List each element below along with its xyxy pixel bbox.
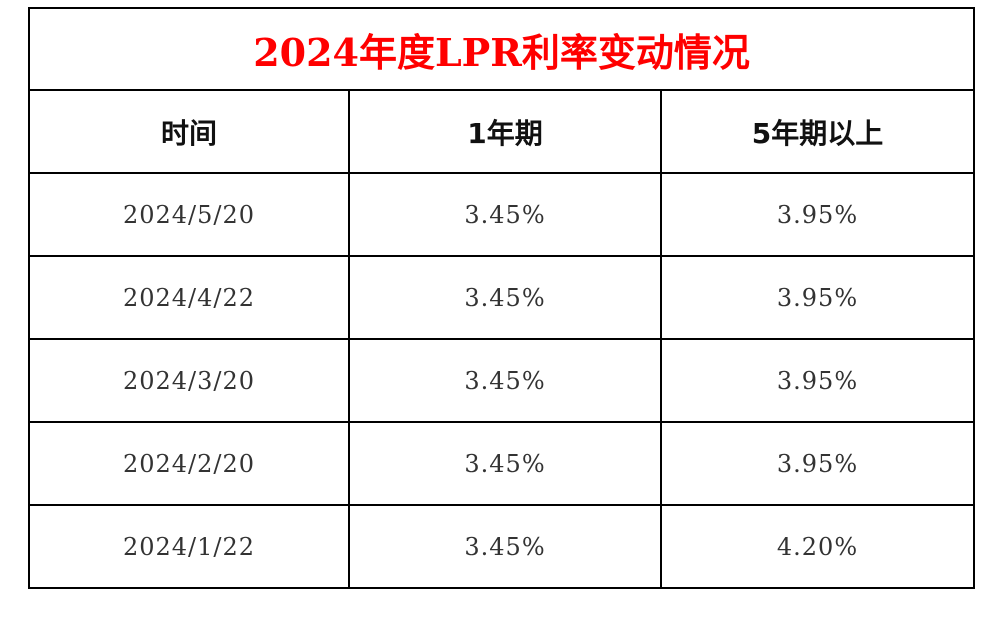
cell-date: 2024/1/22 — [28, 504, 350, 589]
table-row: 2024/5/20 3.45% 3.95% — [28, 172, 976, 257]
header-five-year-plus: 5年期以上 — [659, 89, 976, 174]
cell-date: 2024/5/20 — [28, 172, 350, 257]
cell-one-year-rate: 3.45% — [348, 338, 662, 423]
cell-five-year-plus-rate: 3.95% — [659, 255, 976, 340]
cell-five-year-plus-rate: 3.95% — [659, 338, 976, 423]
table-row: 2024/3/20 3.45% 3.95% — [28, 338, 976, 423]
cell-one-year-rate: 3.45% — [348, 421, 662, 506]
cell-date: 2024/3/20 — [28, 338, 350, 423]
cell-one-year-rate: 3.45% — [348, 255, 662, 340]
cell-five-year-plus-rate: 3.95% — [659, 172, 976, 257]
title-row: 2024年度LPR利率变动情况 — [27, 7, 976, 91]
header-time: 时间 — [28, 89, 350, 174]
cell-date: 2024/4/22 — [28, 255, 350, 340]
cell-one-year-rate: 3.45% — [348, 172, 662, 257]
table-row: 2024/1/22 3.45% 4.20% — [28, 504, 976, 589]
table-title: 2024年度LPR利率变动情况 — [27, 7, 976, 91]
cell-date: 2024/2/20 — [28, 421, 350, 506]
header-one-year: 1年期 — [348, 89, 662, 174]
table-row: 2024/4/22 3.45% 3.95% — [28, 255, 976, 340]
table-row: 2024/2/20 3.45% 3.95% — [28, 421, 976, 506]
cell-five-year-plus-rate: 4.20% — [659, 504, 976, 589]
header-row: 时间 1年期 5年期以上 — [28, 89, 976, 174]
lpr-rate-table: 2024年度LPR利率变动情况 时间 1年期 5年期以上 2024/5/20 3… — [27, 7, 976, 589]
cell-five-year-plus-rate: 3.95% — [659, 421, 976, 506]
cell-one-year-rate: 3.45% — [348, 504, 662, 589]
